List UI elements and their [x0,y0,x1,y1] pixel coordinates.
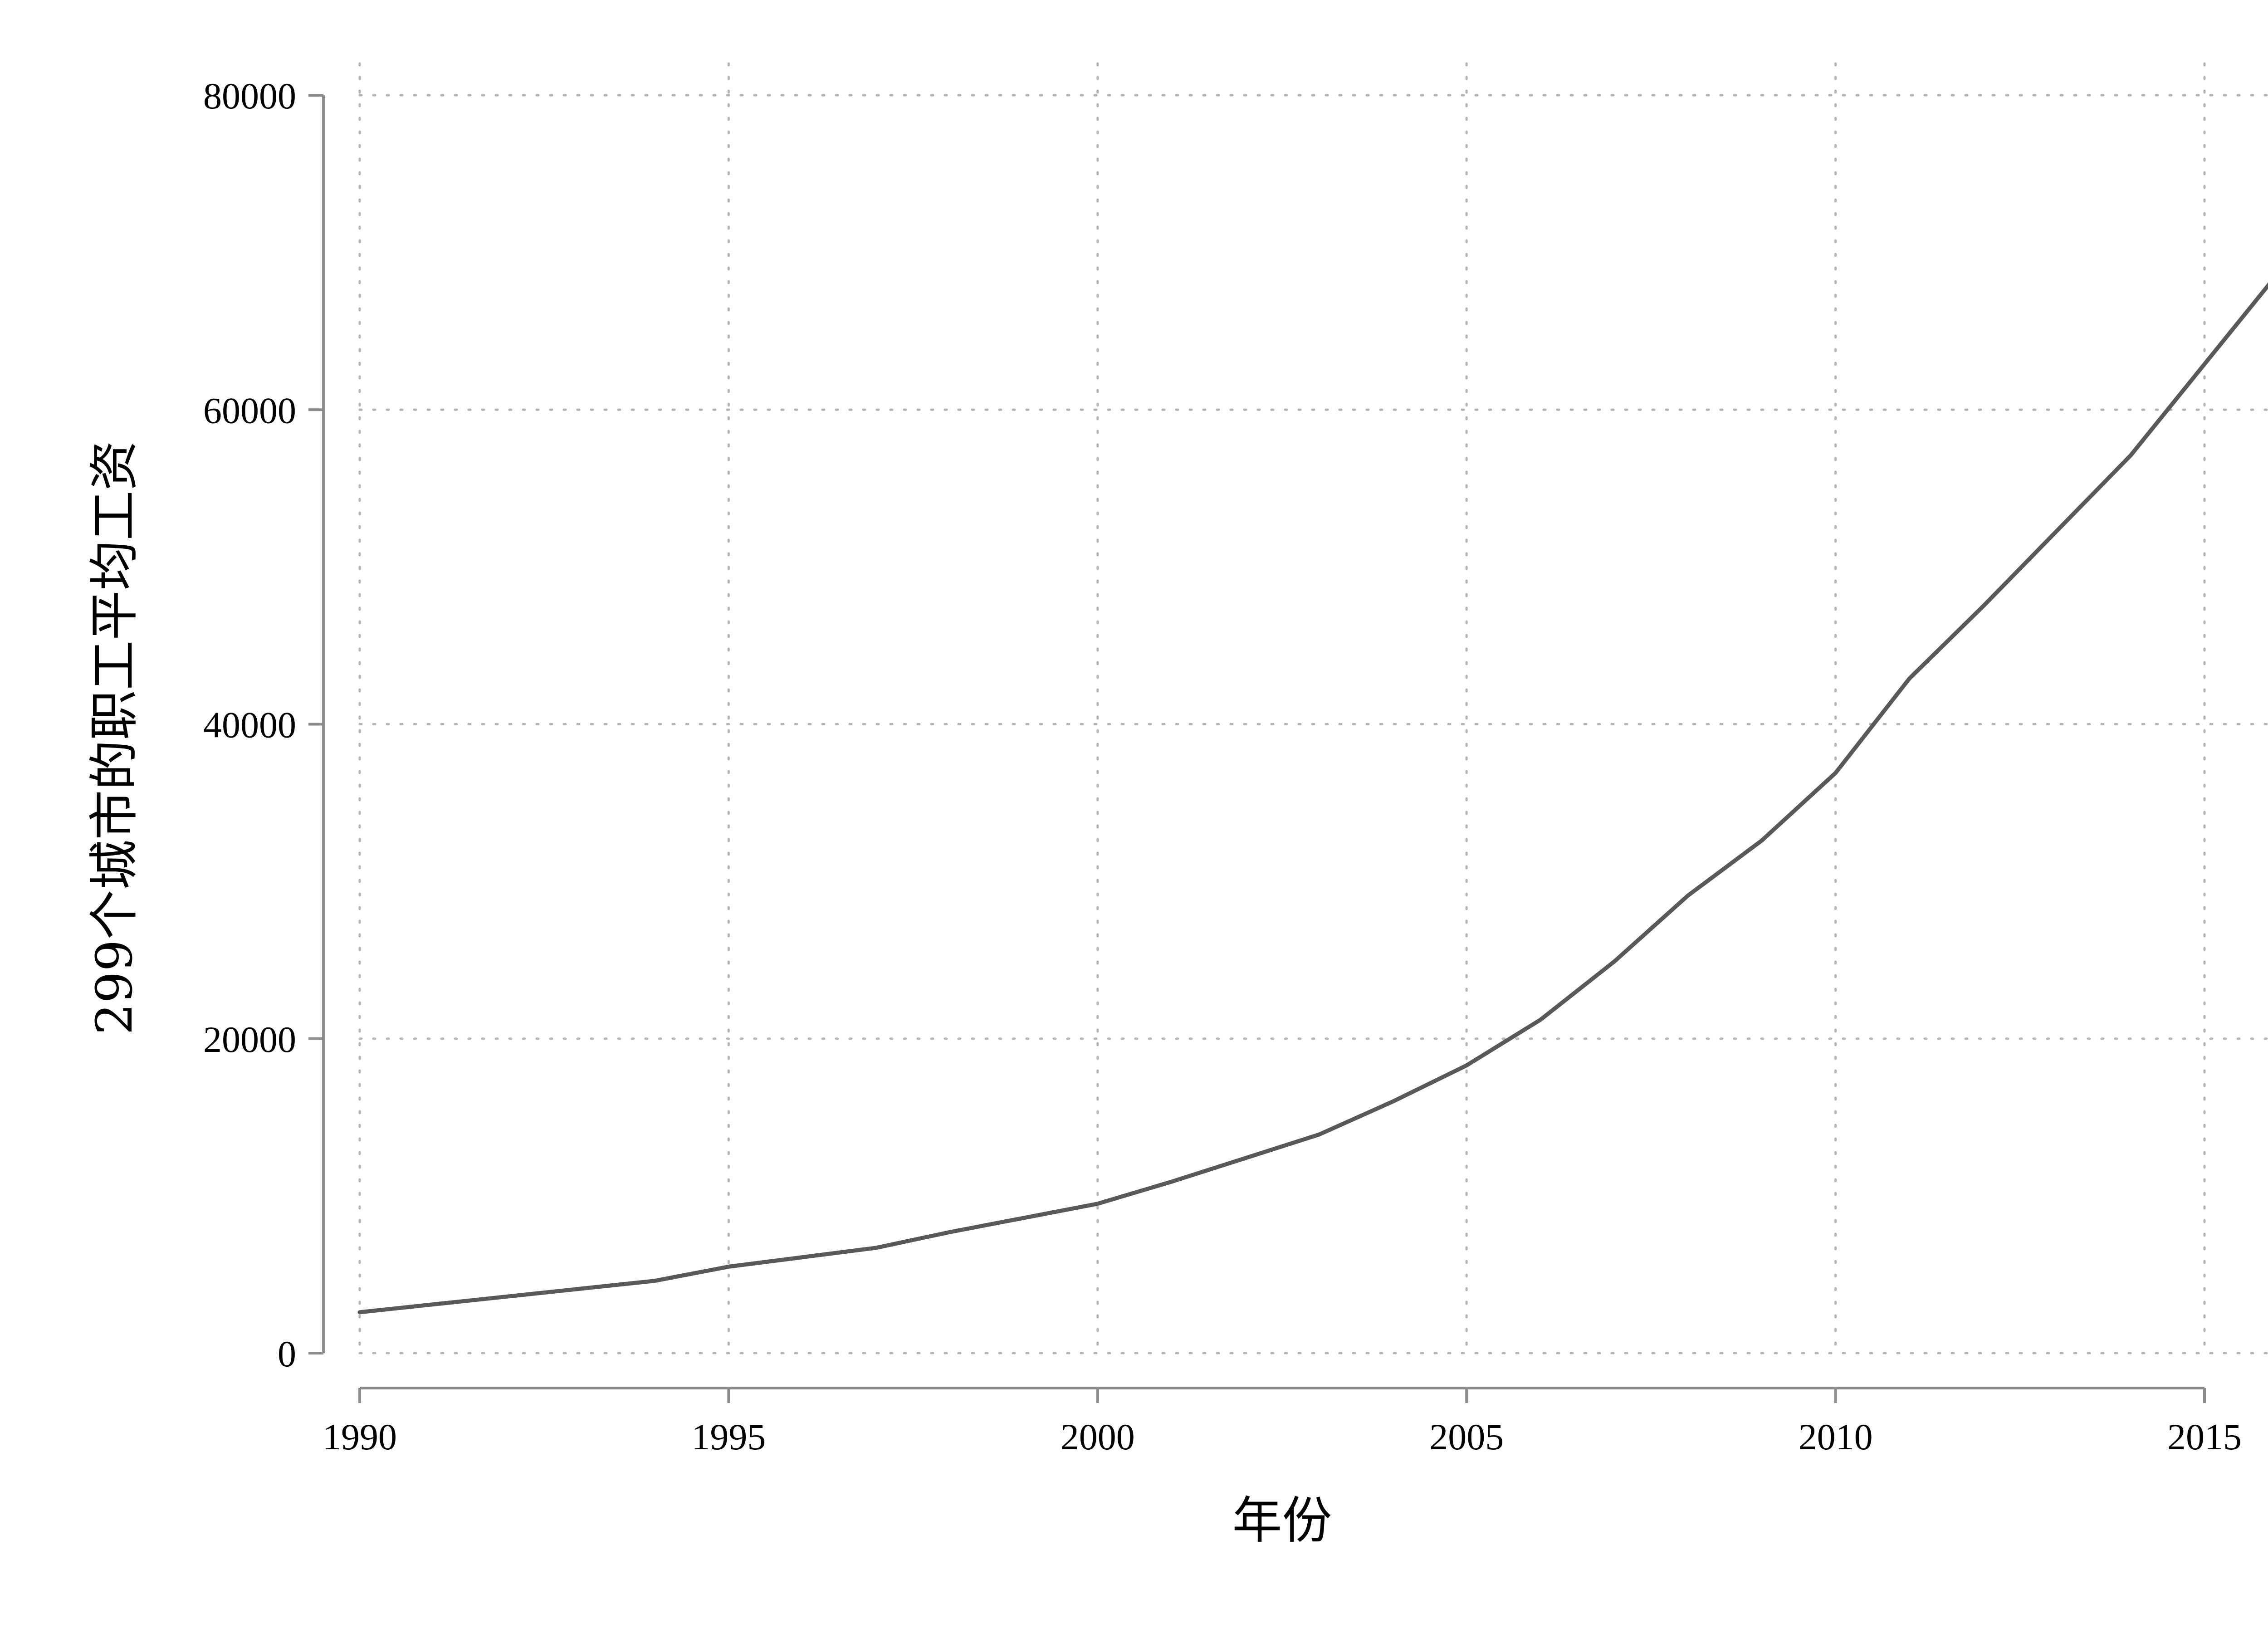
x-tick-label-2015: 2015 [2167,1416,2242,1457]
x-tick-label-1990: 1990 [323,1416,397,1457]
y-tick-label-20000: 20000 [203,1019,296,1060]
y-axis-title: 299个城市的职工平均工资 [85,441,143,1035]
horizontal-gridlines [358,94,2268,1354]
y-tick-label-40000: 40000 [203,704,296,746]
x-tick-label-2000: 2000 [1061,1416,1135,1457]
y-axis-ticks: 0 20000 40000 60000 80000 [203,75,323,1374]
vertical-gridlines [358,62,2206,1354]
series-line-1 [357,282,2268,1315]
x-tick-label-1995: 1995 [691,1416,766,1457]
x-axis-title: 年份 [1232,1491,1332,1550]
y-tick-label-60000: 60000 [203,390,296,431]
y-tick-label-80000: 80000 [203,75,296,117]
series-layer [357,282,2268,1315]
x-tick-label-2005: 2005 [1429,1416,1504,1457]
x-axis-ticks: 1990 1995 2000 2005 2010 2015 [323,1388,2242,1457]
y-tick-label-0: 0 [278,1333,296,1374]
x-tick-label-2010: 2010 [1799,1416,1873,1457]
